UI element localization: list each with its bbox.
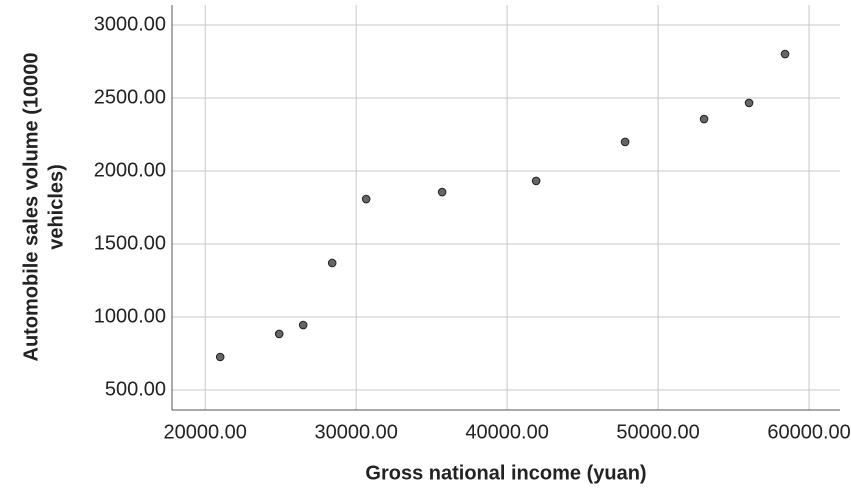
x-tick-label: 60000.00 (767, 421, 850, 443)
point (699, 114, 709, 124)
y-tick-label: 3000.00 (94, 13, 166, 35)
point (327, 258, 337, 268)
y-axis-label-line: vehicles) (45, 164, 67, 250)
y-tick-label: 2000.00 (94, 159, 166, 181)
x-tick-label: 50000.00 (616, 421, 699, 443)
point (620, 137, 630, 147)
point (298, 320, 308, 330)
y-axis-label: Automobile sales volume (10000 vehicles) (20, 52, 67, 361)
point (531, 176, 541, 186)
point (361, 194, 371, 204)
y-axis-label-line: Automobile sales volume (10000 (20, 52, 42, 361)
x-tick-label: 30000.00 (314, 421, 397, 443)
point (744, 98, 754, 108)
point (274, 329, 284, 339)
x-axis-label: Gross national income (yuan) (365, 462, 646, 484)
y-tick-label: 1500.00 (94, 232, 166, 254)
x-tick-label: 40000.00 (465, 421, 548, 443)
y-tick-label: 2500.00 (94, 86, 166, 108)
y-tick-label: 1000.00 (94, 305, 166, 327)
y-tick-label: 500.00 (105, 378, 166, 400)
point (437, 187, 447, 197)
point (780, 49, 790, 59)
x-tick-label: 20000.00 (164, 421, 247, 443)
point (215, 352, 225, 362)
